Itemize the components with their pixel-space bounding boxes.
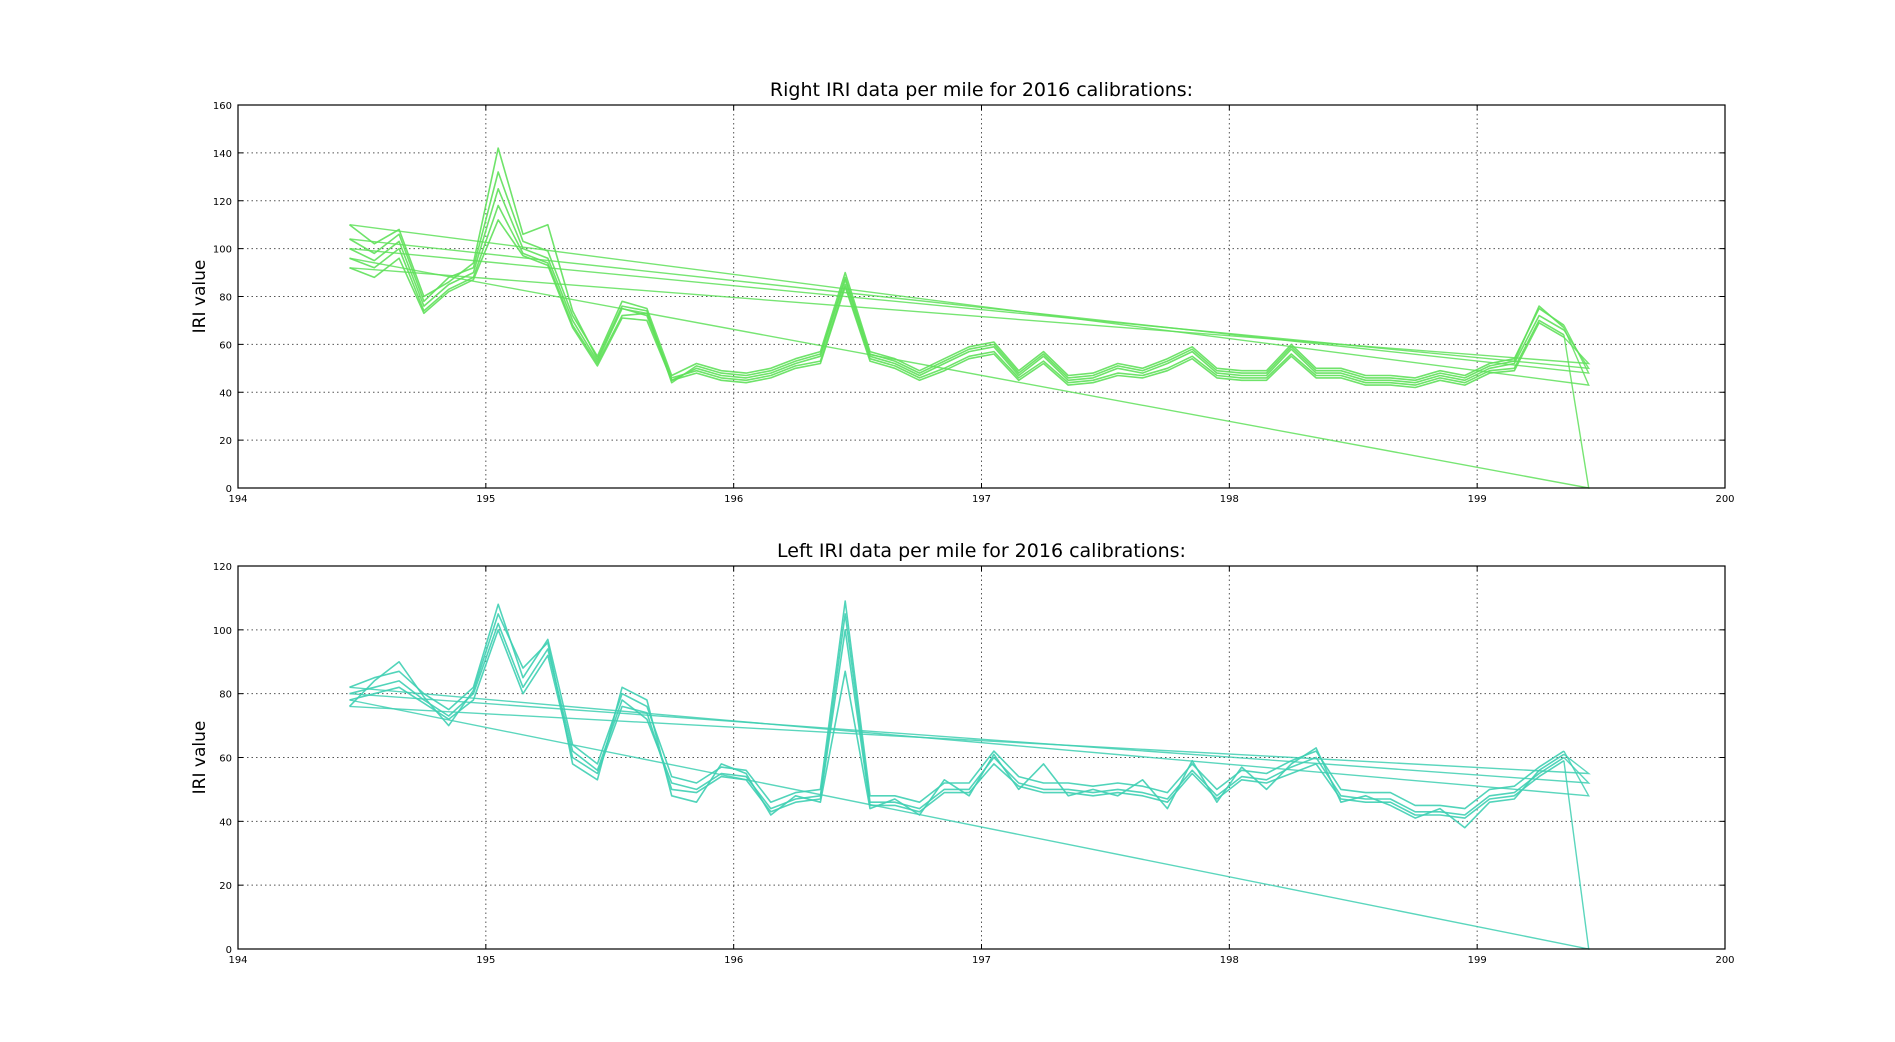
x-tick-label: 197 (972, 955, 991, 966)
y-tick-label: 40 (219, 817, 232, 828)
y-tick-label: 0 (226, 484, 232, 495)
x-tick-label: 200 (1715, 494, 1734, 505)
x-tick-label: 196 (724, 955, 743, 966)
series-line-4 (348, 613, 1565, 829)
x-tick-label: 195 (476, 494, 495, 505)
y-axis-label: IRI value (190, 260, 210, 334)
y-tick-label: 80 (219, 690, 232, 701)
x-tick-label: 197 (972, 494, 991, 505)
x-tick-label: 198 (1220, 955, 1239, 966)
subplot-1: 194 195 196 197 198 199 200 0 20 40 60 80 100 120 140 1… (190, 79, 1735, 505)
x-tick-label: 196 (724, 494, 743, 505)
y-axis-label: IRI value (190, 721, 210, 795)
x-tick-label: 194 (228, 494, 247, 505)
y-tick-label: 60 (219, 754, 232, 765)
y-tick-label: 20 (219, 881, 232, 892)
y-tick-label: 100 (213, 245, 232, 256)
subplot-2: 194 195 196 197 198 199 200 0 20 40 60 80 100 120 Left… (190, 540, 1735, 966)
y-tick-label: 100 (213, 626, 232, 637)
series-closing-line-5 (349, 267, 1591, 365)
y-tick-label: 20 (219, 436, 232, 447)
x-tick-label: 195 (476, 955, 495, 966)
chart-title: Right IRI data per mile for 2016 calibra… (770, 79, 1193, 101)
y-tick-label: 140 (213, 149, 232, 160)
chart-title: Left IRI data per mile for 2016 calibrat… (777, 540, 1186, 562)
y-tick-label: 0 (226, 945, 232, 956)
series-line-3 (349, 600, 1565, 810)
y-tick-label: 160 (213, 101, 232, 112)
y-tick-label: 120 (213, 197, 232, 208)
series-line-5 (349, 219, 1565, 389)
series-closing-line-1 (349, 247, 1591, 370)
y-tick-label: 60 (219, 340, 232, 351)
series-line-3 (349, 171, 1565, 379)
x-tick-label: 199 (1468, 955, 1487, 966)
series-line-2 (349, 204, 1565, 386)
series-closing-line-3 (349, 238, 1590, 374)
series-closing-line-4 (349, 705, 1591, 775)
series-line-4 (349, 147, 1565, 384)
series-line-2 (349, 628, 1565, 819)
x-tick-label: 198 (1220, 494, 1239, 505)
x-tick-label: 199 (1468, 494, 1487, 505)
x-tick-label: 200 (1715, 955, 1734, 966)
series-closing-line-3 (349, 686, 1590, 797)
x-tick-label: 194 (228, 955, 247, 966)
y-tick-label: 80 (219, 293, 232, 304)
y-tick-label: 120 (213, 562, 232, 573)
y-tick-label: 40 (219, 388, 232, 399)
